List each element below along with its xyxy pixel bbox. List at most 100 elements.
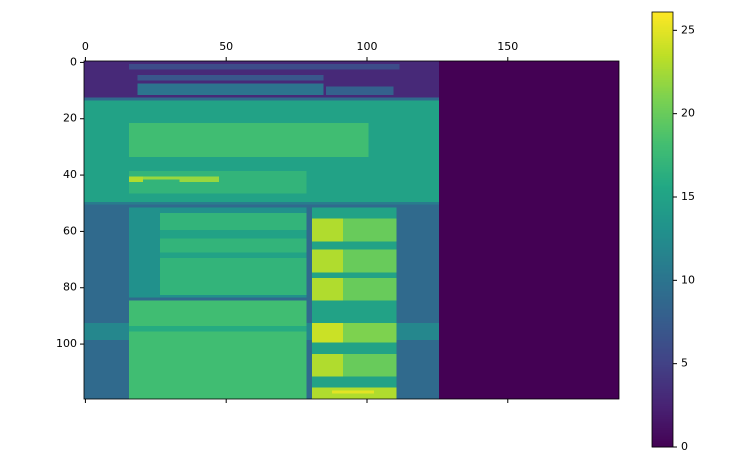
colorbar-tick-label: 15 [681,190,695,203]
colorbar-slice [652,338,673,341]
colorbar-tick-label: 20 [681,107,695,120]
colorbar-slice [652,438,673,441]
colorbar-slice [652,38,673,41]
colorbar-slice [652,35,673,39]
colorbar-slice [652,33,673,37]
colorbar-slice [652,164,673,167]
colorbar-slice [652,323,673,326]
colorbar-slice [652,203,673,207]
colorbar-slice [652,418,673,422]
colorbar-slice [652,170,673,174]
colorbar-slice [652,346,673,350]
y-tick-label: 20 [63,112,77,125]
plot-frame [83,60,620,400]
colorbar-slice [652,355,673,359]
y-tick-label: 0 [70,55,77,68]
colorbar-slice [652,412,673,415]
colorbar-slice [652,444,673,448]
colorbar-slice [652,327,673,331]
colorbar-slice [652,277,673,281]
colorbar-slice [652,188,673,191]
colorbar-slice [652,96,673,100]
colorbar-slice [652,207,673,211]
colorbar-slice [652,159,673,163]
colorbar-slice [652,155,673,159]
colorbar-slice [652,48,673,52]
colorbar-slice [652,105,673,109]
colorbar-slice [652,190,673,194]
colorbar-slice [652,362,673,365]
colorbar-slice [652,370,673,374]
colorbar-slice [652,92,673,96]
colorbar-slice [652,377,673,381]
colorbar-slice [652,162,673,165]
colorbar-slice [652,55,673,59]
colorbar-slice [652,103,673,107]
colorbar-slice [652,140,673,143]
colorbar-slice [652,427,673,431]
colorbar-slice [652,396,673,400]
colorbar-slice [652,255,673,259]
colorbar-slice [652,405,673,409]
colorbar-slice [652,275,673,278]
colorbar-tick-label: 25 [681,23,695,36]
colorbar-slice [652,12,673,15]
colorbar-slice [652,181,673,185]
colorbar-slice [652,351,673,354]
colorbar-slice [652,442,673,446]
colorbar-slice [652,196,673,200]
colorbar-slice [652,109,673,113]
colorbar-slice [652,40,673,43]
colorbar-slice [652,410,673,413]
colorbar-slice [652,153,673,157]
colorbar-slice [652,44,673,48]
colorbar-slice [652,373,673,376]
colorbar-slice [652,166,673,170]
colorbar-slice [652,431,673,435]
colorbar-slice [652,331,673,335]
colorbar-slice [652,72,673,76]
colorbar-slice [652,266,673,270]
colorbar-slice [652,407,673,411]
colorbar-slice [652,179,673,183]
colorbar-slice [652,390,673,394]
heatmap-cell [179,176,220,183]
colorbar-slice [652,416,673,420]
colorbar-slice [652,325,673,328]
colorbar-slice [652,83,673,87]
colorbar-slice [652,386,673,389]
colorbar-slice [652,79,673,83]
colorbar-slice [652,316,673,320]
colorbar-slice [652,279,673,283]
colorbar-slice [652,281,673,285]
heatmap-cell [343,322,397,343]
colorbar-slice [652,364,673,368]
colorbar-slice [652,440,673,444]
colorbar-slice [652,290,673,294]
colorbar-slice [652,329,673,333]
colorbar-slice [652,379,673,383]
colorbar-slice [652,399,673,402]
colorbar-slice [652,436,673,439]
heatmap-cell [137,83,324,95]
colorbar-slice [652,42,673,46]
heatmap-cell [312,322,344,343]
colorbar-slice [652,64,673,67]
colorbar-slice [652,246,673,250]
colorbar-slice [652,107,673,111]
colorbar-slice [652,394,673,398]
colorbar-slice [652,414,673,418]
colorbar-slice [652,309,673,313]
colorbar-slice [652,59,673,63]
colorbar-slice [652,305,673,309]
x-tick-label: 0 [82,40,89,53]
heatmap-cell [160,230,307,239]
heatmap-cell [343,353,397,377]
colorbar-slice [652,238,673,241]
colorbar-slice [652,46,673,50]
colorbar-tick-label: 10 [681,273,695,286]
colorbar-slice [652,77,673,80]
colorbar-slice [652,186,673,189]
colorbar-slice [652,251,673,254]
colorbar-slice [652,177,673,180]
